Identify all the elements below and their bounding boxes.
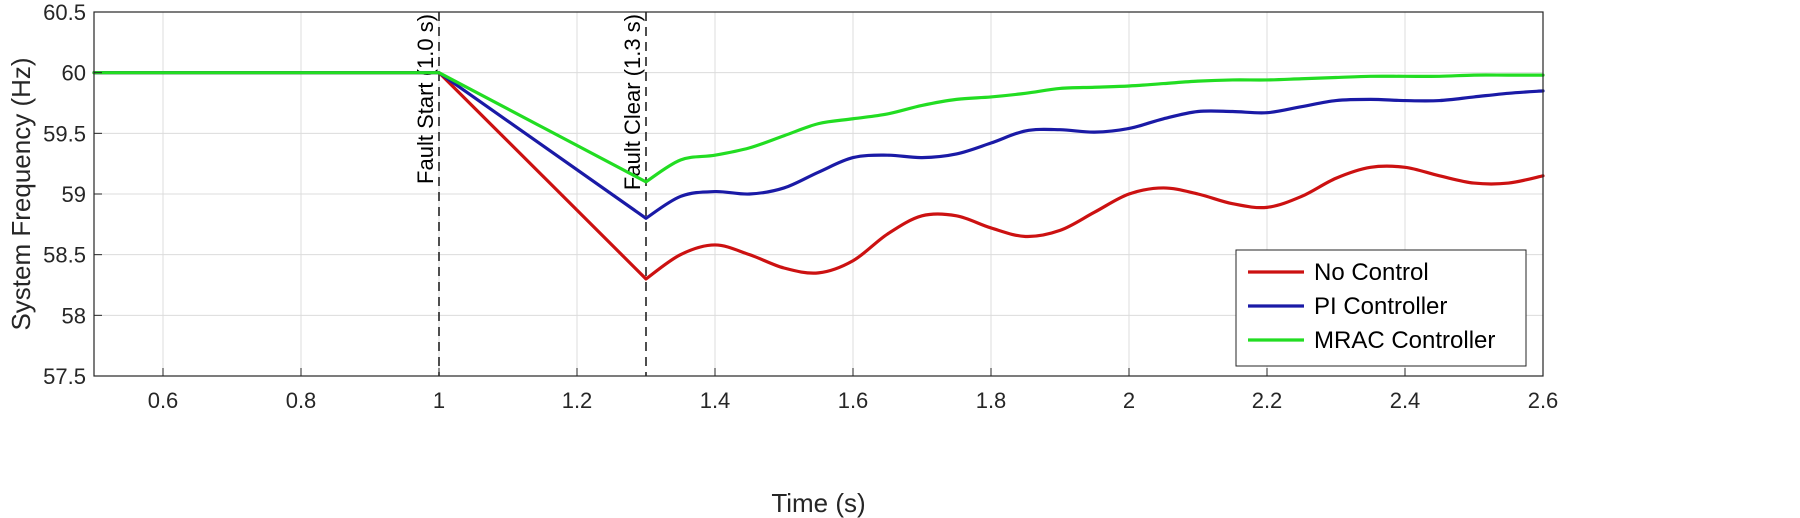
legend-label-no-control: No Control <box>1314 259 1429 286</box>
legend-label-pi-controller: PI Controller <box>1314 293 1447 320</box>
x-tick-label: 1.8 <box>976 388 1007 413</box>
x-tick-label: 1.4 <box>700 388 731 413</box>
x-tick-label: 1 <box>433 388 445 413</box>
x-axis-label: Time (s) <box>771 488 865 518</box>
axis-ticks: 0.6 0.8 1 1.2 1.4 1.6 1.8 2 2.2 2.4 2.6 57.5 58 58.5 5… <box>43 0 1558 413</box>
series-line-pi-controller <box>92 71 1545 220</box>
series-line-mrac-controller <box>92 71 1545 184</box>
fault-marker-label: Fault Clear (1.3 s) <box>620 14 645 190</box>
legend-box <box>1235 249 1527 367</box>
fault-marker-label: Fault Start (1.0 s) <box>413 14 438 184</box>
series-lines <box>92 71 1545 281</box>
x-tick-label: 2.2 <box>1252 388 1283 413</box>
legend: No Control PI Controller MRAC Controller <box>1235 249 1527 367</box>
y-tick-label: 59 <box>62 182 86 207</box>
y-tick-label: 58.5 <box>43 243 86 268</box>
x-tick-label: 2 <box>1123 388 1135 413</box>
x-tick-label: 1.6 <box>838 388 869 413</box>
x-tick-label: 0.6 <box>148 388 179 413</box>
series-line-no-control <box>92 71 1545 281</box>
y-tick-label: 59.5 <box>43 121 86 146</box>
x-tick-label: 0.8 <box>286 388 317 413</box>
y-tick-label: 58 <box>62 303 86 328</box>
x-tick-label: 1.2 <box>562 388 593 413</box>
x-tick-label: 2.6 <box>1528 388 1559 413</box>
y-tick-label: 57.5 <box>43 364 86 389</box>
y-tick-label: 60 <box>62 61 86 86</box>
legend-label-mrac-controller: MRAC Controller <box>1314 327 1495 354</box>
x-tick-label: 2.4 <box>1390 388 1421 413</box>
y-axis-label: System Frequency (Hz) <box>6 57 36 330</box>
y-tick-label: 60.5 <box>43 0 86 25</box>
